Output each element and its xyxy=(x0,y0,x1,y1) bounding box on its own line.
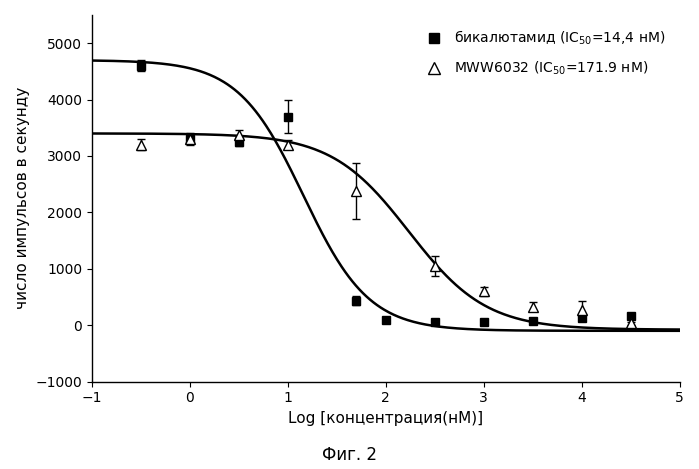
X-axis label: Log [концентрация(нМ)]: Log [концентрация(нМ)] xyxy=(288,411,484,426)
Text: Фиг. 2: Фиг. 2 xyxy=(322,446,377,464)
Legend: бикалютамид (IC$_{50}$=14,4 нМ), MWW6032 (IC$_{50}$=171.9 нМ): бикалютамид (IC$_{50}$=14,4 нМ), MWW6032… xyxy=(412,22,672,84)
Y-axis label: число импульсов в секунду: число импульсов в секунду xyxy=(15,87,30,310)
